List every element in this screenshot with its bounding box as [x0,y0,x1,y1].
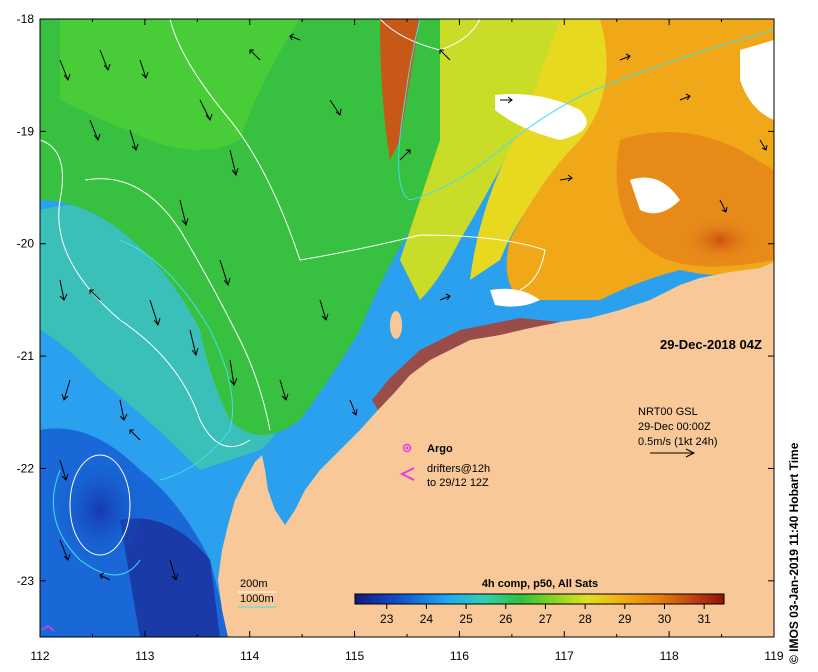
argo-label: Argo [427,443,453,455]
lon-tick-label: 115 [345,649,364,663]
sst-field [40,19,774,637]
credit-label: © IMOS 03-Jan-2019 11:40 Hobart Time [787,442,801,664]
lon-tick-label: 118 [660,649,679,663]
currents-line-2: 29-Dec 00:00Z [638,421,711,433]
lon-tick-label: 116 [450,649,469,663]
colorbar-ticks: 23 24 25 26 27 28 29 30 31 [380,604,711,626]
colorbar-tick-label: 31 [697,612,711,626]
currents-line-3: 0.5m/s (1kt 24h) [638,436,717,448]
lat-tick-label: -21 [17,349,35,363]
colorbar-tick-label: 26 [499,612,513,626]
isobath-1000m [398,19,774,201]
colorbar-tick-label: 25 [459,612,473,626]
currents-line-1: NRT00 GSL [638,406,698,418]
lat-tick-label: -22 [17,461,35,475]
isobath-200m-label: 200m [240,578,268,590]
axis-ticks [39,18,775,637]
lon-tick-label: 117 [555,649,574,663]
colorbar-title: 4h comp, p50, All Sats [482,578,598,590]
colorbar-tick-label: 24 [420,612,434,626]
lat-tick-label: -23 [17,574,35,588]
isobath-200m [169,19,546,291]
colorbar-tick-label: 29 [618,612,632,626]
current-arrows [59,33,768,581]
lat-tick-label: -18 [17,12,35,26]
isobath-1000m-label: 1000m [240,593,274,605]
land-mass [218,262,774,637]
lon-tick-label: 113 [135,649,154,663]
drifter-marker [399,467,415,481]
argo-marker [402,443,412,453]
colorbar-tick-label: 30 [658,612,672,626]
colorbar [354,593,725,605]
colorbar-tick-label: 23 [380,612,394,626]
colorbar-tick-label: 28 [578,612,592,626]
lon-tick-label: 119 [764,649,783,663]
drifters-line-2: to 29/12 12Z [427,477,489,489]
lat-tick-label: -19 [17,124,35,138]
date-label: 29-Dec-2018 04Z [660,337,762,352]
lat-tick-labels: -18 -19 -20 -21 -22 -23 [17,12,35,588]
colorbar-tick-label: 27 [539,612,553,626]
lon-tick-labels: 112 113 114 115 116 117 118 119 [30,649,783,663]
lon-tick-label: 114 [240,649,259,663]
current-scale-arrow [650,448,696,458]
lon-tick-label: 112 [30,649,49,663]
lat-tick-label: -20 [17,237,35,251]
drifters-line-1: drifters@12h [427,463,490,475]
